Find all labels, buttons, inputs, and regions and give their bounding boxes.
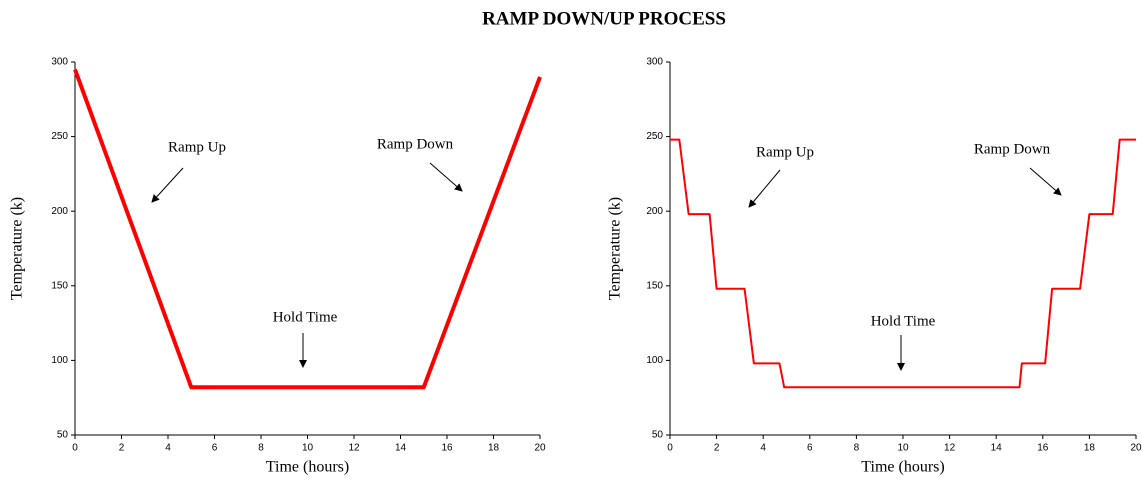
x-tick-label: 4 xyxy=(165,443,171,454)
x-tick-label: 0 xyxy=(667,443,673,454)
x-tick-label: 20 xyxy=(1130,443,1142,454)
y-tick-label: 300 xyxy=(51,57,68,68)
y-axis-title: Temperature (k) xyxy=(607,197,624,300)
x-tick-label: 8 xyxy=(854,443,860,454)
arrow xyxy=(429,162,463,192)
data-line xyxy=(73,68,542,390)
x-tick-label: 12 xyxy=(944,443,956,454)
annotation: Ramp Up xyxy=(756,144,814,160)
y-tick-label: 200 xyxy=(646,206,663,217)
x-axis-title: Time (hours) xyxy=(861,459,944,476)
page-title: RAMP DOWN/UP PROCESS xyxy=(482,8,726,29)
data-line xyxy=(670,138,1136,389)
x-axis-title: Time (hours) xyxy=(266,459,349,476)
x-tick-label: 4 xyxy=(760,443,766,454)
x-tick-label: 10 xyxy=(897,443,909,454)
y-tick-label: 50 xyxy=(652,430,664,441)
x-tick-label: 16 xyxy=(1037,443,1049,454)
x-tick-label: 20 xyxy=(534,443,546,454)
y-tick-label: 100 xyxy=(51,355,68,366)
y-tick-label: 150 xyxy=(646,280,663,291)
arrow xyxy=(151,167,184,203)
y-axis-title: Temperature (k) xyxy=(9,197,26,300)
annotation: Hold Time xyxy=(273,309,338,325)
y-tick-label: 200 xyxy=(51,206,68,217)
x-tick-label: 14 xyxy=(395,443,407,454)
x-tick-label: 14 xyxy=(991,443,1003,454)
y-tick-label: 250 xyxy=(51,131,68,142)
x-tick-label: 0 xyxy=(72,443,78,454)
x-tick-label: 8 xyxy=(258,443,264,454)
annotation: Hold Time xyxy=(871,313,936,329)
x-tick-label: 6 xyxy=(807,443,813,454)
annotation: Ramp Down xyxy=(974,141,1051,157)
x-tick-label: 10 xyxy=(302,443,314,454)
x-tick-label: 16 xyxy=(441,443,453,454)
annotation: Ramp Up xyxy=(168,139,226,155)
y-tick-label: 250 xyxy=(646,131,663,142)
y-tick-label: 150 xyxy=(51,280,68,291)
annotation: Ramp Down xyxy=(377,136,454,152)
y-tick-label: 50 xyxy=(57,430,69,441)
x-tick-label: 6 xyxy=(212,443,218,454)
x-tick-label: 2 xyxy=(119,443,125,454)
x-tick-label: 18 xyxy=(1084,443,1096,454)
x-tick-label: 18 xyxy=(488,443,500,454)
y-tick-label: 300 xyxy=(646,57,663,68)
arrow xyxy=(1029,167,1062,196)
arrow xyxy=(748,169,781,208)
x-tick-label: 12 xyxy=(348,443,360,454)
y-tick-label: 100 xyxy=(646,355,663,366)
x-tick-label: 2 xyxy=(714,443,720,454)
